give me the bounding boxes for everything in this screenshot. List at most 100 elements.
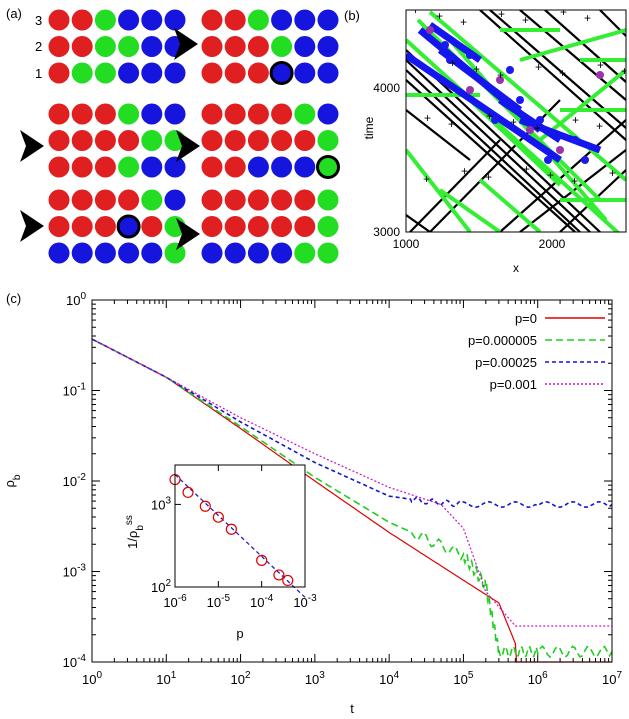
particle-f1-r2-c1 — [224, 62, 246, 84]
particle-f3-r2-c0 — [201, 156, 223, 178]
particle-f4-r1-c4 — [141, 216, 163, 237]
particle-f2-r2-c0 — [48, 156, 70, 178]
inset-point-7 — [282, 574, 294, 587]
particle-f0-r1-c2 — [94, 36, 116, 57]
b-green-line-5 — [468, 98, 562, 187]
b-ylabel: time — [362, 116, 376, 139]
series-line-3 — [91, 338, 612, 627]
particle-f0-r0-c0 — [48, 9, 70, 31]
particle-f4-r2-c0 — [48, 242, 70, 264]
step-arrows — [20, 28, 200, 250]
b-cross-18: + — [448, 117, 455, 131]
x-tick-label-4: 104 — [379, 670, 399, 687]
particle-f0-r1-c1 — [71, 36, 93, 57]
particle-f3-r0-c5 — [317, 103, 339, 125]
b-green-line-6 — [519, 28, 626, 62]
inset-y-tick-label-0: 102 — [151, 578, 171, 595]
particle-f2-r2-c4 — [141, 156, 163, 178]
particle-f3-r1-c0 — [201, 130, 223, 151]
particle-f0-r2-c4 — [141, 62, 163, 84]
particle-f4-r1-c2 — [94, 216, 116, 237]
inset-background — [175, 465, 305, 587]
b-cross-9: + — [535, 60, 542, 74]
particle-f5-r1-c4 — [294, 216, 316, 237]
main-ylabel: ρb — [2, 474, 23, 487]
b-cross-13: + — [473, 62, 480, 76]
row-label-3: 3 — [35, 13, 42, 28]
b-cross-10: + — [572, 113, 579, 127]
series-line-2 — [91, 338, 613, 509]
particle-f2-r0-c2 — [94, 103, 116, 125]
b-green-line-2 — [428, 10, 626, 182]
particle-f1-r2-c5 — [317, 62, 339, 84]
panel-b-label: (b) — [344, 8, 360, 23]
arrow-icon-2 — [176, 130, 200, 162]
particle-f1-r2-c4 — [294, 62, 316, 84]
legend-label-3: p=0.001 — [490, 377, 537, 392]
particle-f2-r2-c5 — [164, 156, 186, 178]
particle-f2-r0-c1 — [71, 103, 93, 125]
b-ytick-3000: 3000 — [373, 225, 400, 239]
particle-f2-r2-c2 — [94, 156, 116, 178]
b-cross-15: + — [547, 168, 554, 182]
particle-f2-r2-c3 — [118, 156, 140, 178]
x-tick-label-2: 102 — [231, 670, 251, 687]
b-dot-3 — [496, 76, 504, 84]
b-cross-20: + — [522, 13, 529, 27]
particle-f0-r0-c4 — [141, 9, 163, 31]
particle-f2-r1-c0 — [48, 130, 70, 151]
particle-f4-r2-c1 — [71, 242, 93, 264]
legend: p=0 p=0.000005 p=0.00025 p=0.001 — [468, 311, 605, 392]
particle-f2-r0-c4 — [141, 103, 163, 125]
particle-f0-r0-c5 — [164, 9, 186, 31]
b-cross-7: + — [461, 164, 468, 178]
spacetime-plot: + + + + + + + + + + + + + + + + + + + + + + + + + + + + — [406, 7, 626, 232]
b-dot-9 — [526, 126, 534, 134]
b-cross-14: + — [510, 115, 517, 129]
b-dot-5 — [536, 116, 544, 124]
b-dot-1 — [441, 41, 449, 49]
inset-ylabel: 1/ρbss — [124, 515, 146, 549]
b-green-line-0 — [406, 38, 621, 232]
b-green-line-4 — [406, 148, 472, 232]
particle-f4-r2-c2 — [94, 242, 116, 264]
panel-b-spacetime: (b) + + + + + + + + + + + + + + + + + + + + + + + + + + + + 4000 30… — [344, 7, 627, 275]
b-dot-14 — [544, 156, 552, 164]
arrow-icon-3 — [20, 210, 44, 242]
particle-f1-r0-c4 — [294, 9, 316, 31]
b-clipped: + + + + + + + + + + + + + + + + + + + + + + + + + + + + — [406, 7, 626, 232]
b-cross-8: + — [498, 7, 505, 21]
y-tick-label-4: 100 — [66, 291, 86, 308]
b-dot-0 — [426, 26, 434, 34]
particle-f3-r0-c0 — [201, 103, 223, 125]
arrow-icon-4 — [176, 218, 200, 250]
particle-f1-r1-c0 — [201, 36, 223, 57]
particle-f1-r0-c0 — [201, 9, 223, 31]
particle-f3-r0-c2 — [247, 103, 269, 125]
main-plot-frame — [91, 299, 613, 663]
b-cross-12: + — [436, 9, 443, 23]
inset-point-1 — [182, 486, 194, 498]
b-dot-2 — [466, 51, 474, 59]
particle-f2-r1-c3 — [118, 130, 140, 151]
particle-f1-r0-c2 — [247, 9, 269, 31]
particle-f5-r2-c4 — [294, 242, 316, 264]
b-cross-21: + — [559, 66, 566, 80]
particle-f5-r2-c5 — [317, 242, 339, 264]
particle-f5-r1-c2 — [247, 216, 269, 237]
particle-f5-r1-c1 — [224, 216, 246, 237]
y-tick-label-1: 10-3 — [63, 563, 87, 580]
b-dot-13 — [571, 136, 579, 144]
b-black-line-7 — [544, 10, 626, 83]
particle-f2-r2-c1 — [71, 156, 93, 178]
particle-f5-r1-c3 — [271, 216, 293, 237]
inset-point-6 — [273, 569, 285, 581]
particle-f3-r2-c4 — [294, 156, 316, 178]
particle-f5-r1-c0 — [201, 216, 223, 237]
particle-f0-r2-c5 — [164, 62, 186, 84]
inset-point-4 — [225, 523, 237, 535]
panel-b-frame — [405, 9, 627, 233]
y-tick-label-2: 10-2 — [63, 472, 87, 489]
particle-f3-r2-c5 — [316, 155, 340, 179]
b-dot-6 — [556, 146, 564, 154]
